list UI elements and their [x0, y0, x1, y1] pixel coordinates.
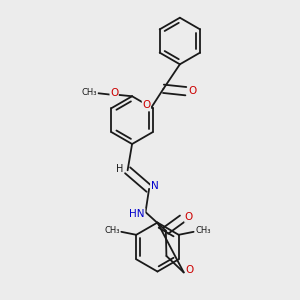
Text: O: O [142, 100, 151, 110]
Text: O: O [185, 212, 193, 222]
Text: O: O [186, 265, 194, 275]
Text: CH₃: CH₃ [195, 226, 211, 236]
Text: O: O [110, 88, 118, 98]
Text: O: O [189, 86, 197, 96]
Text: CH₃: CH₃ [104, 226, 119, 236]
Text: HN: HN [129, 208, 145, 219]
Text: CH₃: CH₃ [82, 88, 97, 97]
Text: H: H [116, 164, 123, 174]
Text: N: N [151, 182, 158, 191]
